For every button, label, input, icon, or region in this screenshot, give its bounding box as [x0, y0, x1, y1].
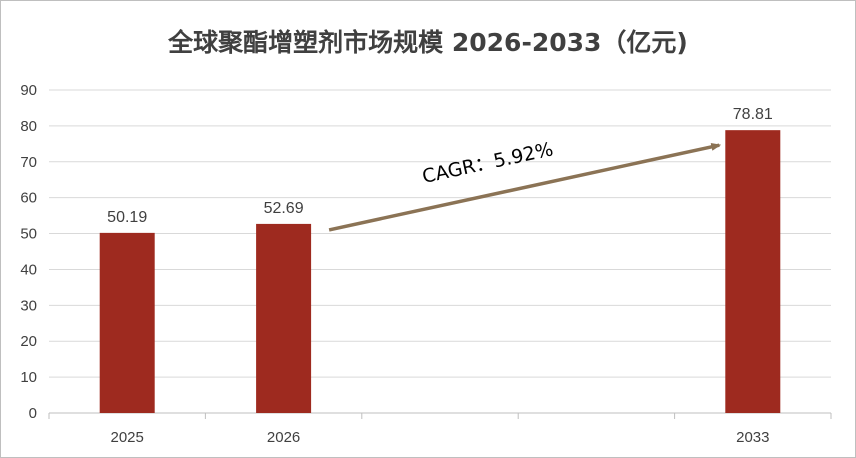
y-tick-label: 50: [20, 226, 37, 243]
y-tick-label: 40: [20, 261, 37, 278]
x-tick-label-2033: 2033: [736, 429, 769, 446]
data-labels: 50.19 52.69 78.81: [107, 106, 773, 226]
x-tick-label-2026: 2026: [267, 429, 300, 446]
y-tick-label: 90: [20, 82, 37, 99]
cagr-arrow: [328, 142, 722, 232]
y-tick-label: 70: [20, 154, 37, 171]
y-tick-label: 0: [29, 405, 37, 422]
y-tick-label: 20: [20, 333, 37, 350]
data-label-2026: 52.69: [264, 200, 304, 217]
cagr-annotation: CAGR：5.92%: [328, 138, 722, 232]
chart-title: 全球聚酯增塑剂市场规模 2026-2033（亿元): [167, 28, 688, 57]
y-tick-label: 10: [20, 369, 37, 386]
y-tick-label: 30: [20, 297, 37, 314]
cagr-label: CAGR：5.92%: [420, 138, 555, 188]
bar-2026: [256, 223, 312, 413]
data-label-2025: 50.19: [107, 209, 147, 226]
bar-2025: [99, 232, 155, 413]
bar-2033: [725, 130, 781, 413]
y-tick-label: 80: [20, 118, 37, 135]
x-axis-ticks: 2025 2026 2033: [111, 429, 770, 446]
bars: [99, 130, 781, 413]
y-axis-ticks: 0 10 20 30 40 50 60 70 80 90: [20, 82, 37, 422]
data-label-2033: 78.81: [733, 106, 773, 123]
y-tick-label: 60: [20, 190, 37, 207]
x-tick-label-2025: 2025: [111, 429, 144, 446]
grid-layer: [48, 89, 832, 419]
